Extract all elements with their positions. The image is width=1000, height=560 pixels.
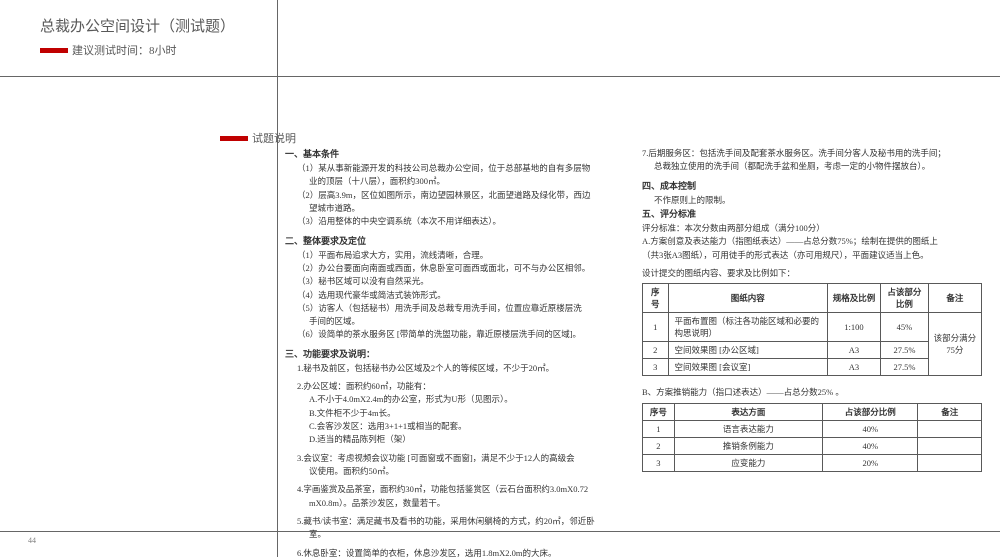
table-row: 1 语言表达能力 40%: [643, 420, 982, 437]
table-cell: 3: [643, 359, 669, 376]
text-line: （3）秘书区域可以没有自然采光。: [297, 275, 622, 287]
table-cell: 空间效果图 [会议室]: [668, 359, 827, 376]
table-cell: 27.5%: [881, 359, 929, 376]
table-cell: [918, 437, 982, 454]
subtitle-row: 建议测试时间：8小时: [40, 42, 1000, 58]
table-cell: 语言表达能力: [674, 420, 822, 437]
section-4-title: 四、成本控制: [642, 179, 982, 192]
text-line: 3.会议室：考虑视频会议功能 [可面窗或不面窗]，满足不少于12人的高级会: [297, 452, 622, 464]
section-label-text: 试题说明: [252, 130, 296, 146]
table-cell: 40%: [823, 420, 918, 437]
table-cell: [918, 420, 982, 437]
table-cell: 1: [643, 420, 675, 437]
table-header: 备注: [928, 284, 981, 313]
text-line: A.不小于4.0mX2.4m的办公室，形式为U形（见图示）。: [309, 393, 622, 405]
table-cell: 20%: [823, 454, 918, 471]
vertical-divider: [277, 0, 278, 557]
table-cell: [918, 454, 982, 471]
table-cell: 推销条例能力: [674, 437, 822, 454]
table-drawings: 序号 图纸内容 规格及比例 占该部分比例 备注 1 平面布置图（标注各功能区域和…: [642, 283, 982, 376]
table-cell: 2: [643, 437, 675, 454]
table-header: 序号: [643, 284, 669, 313]
text-line: （2）层高3.9m，区位如图所示，南边望园林景区，北面望道路及绿化带，西边: [297, 189, 622, 201]
section-2-title: 二、整体要求及定位: [285, 234, 622, 247]
table-cell: 3: [643, 454, 675, 471]
text-line: 7.后期服务区：包括洗手间及配套茶水服务区。洗手间分客人及秘书用的洗手间；: [642, 147, 982, 159]
text-line: （4）选用现代豪华或简洁式装饰形式。: [297, 289, 622, 301]
table-cell: 1: [643, 313, 669, 342]
text-line: 手间的区域。: [309, 315, 622, 327]
left-column: 一、基本条件 （1）某从事新能源开发的科技公司总裁办公空间，位于总部基地的自有多…: [285, 147, 622, 560]
text-line: （共3张A3图纸），可用徒手的形式表达（亦可用规尺），平面建议适当上色。: [642, 249, 982, 261]
text-line: （1）某从事新能源开发的科技公司总裁办公空间，位于总部基地的自有多层物: [297, 162, 622, 174]
table-row: 3 应变能力 20%: [643, 454, 982, 471]
table-cell: 2: [643, 342, 669, 359]
table-header: 占该部分比例: [823, 403, 918, 420]
text-line: 不作原则上的限制。: [654, 194, 982, 206]
header: 总裁办公空间设计（测试题） 建议测试时间：8小时: [0, 0, 1000, 68]
section-5-title: 五、评分标准: [642, 207, 982, 220]
page-title: 总裁办公空间设计（测试题）: [40, 15, 1000, 36]
section-label: 试题说明: [220, 130, 296, 146]
right-column: 7.后期服务区：包括洗手间及配套茶水服务区。洗手间分客人及秘书用的洗手间； 总裁…: [642, 147, 982, 560]
table-cell: A3: [827, 342, 880, 359]
text-line: C.会客沙发区：选用3+1+1或相当的配套。: [309, 420, 622, 432]
page-number: 44: [28, 536, 36, 545]
table-cell: 该部分满分75分: [928, 313, 981, 376]
table-row: 2 推销条例能力 40%: [643, 437, 982, 454]
table-cell: 空间效果图 [办公区域]: [668, 342, 827, 359]
text-line: A.方案创意及表达能力（指图纸表达）——占总分数75%；绘制在提供的图纸上: [642, 235, 982, 247]
section-1-title: 一、基本条件: [285, 147, 622, 160]
text-line: mX0.8m）。品茶沙发区，数量若干。: [309, 497, 622, 509]
table-row: 序号 图纸内容 规格及比例 占该部分比例 备注: [643, 284, 982, 313]
table-header: 序号: [643, 403, 675, 420]
table-cell: 45%: [881, 313, 929, 342]
text-line: （2）办公台要面向南面或西面，休息卧室可面西或面北，可不与办公区相邻。: [297, 262, 622, 274]
table-header: 备注: [918, 403, 982, 420]
text-line: B、方案推销能力（指口述表达）——占总分数25% 。: [642, 386, 982, 398]
table-header: 规格及比例: [827, 284, 880, 313]
text-line: B.文件柜不少于4m长。: [309, 407, 622, 419]
text-line: 业的顶层（十八层），面积约300㎡。: [309, 175, 622, 187]
text-line: 望城市道路。: [309, 202, 622, 214]
text-line: （1）平面布局追求大方，实用，流线清晰，合理。: [297, 249, 622, 261]
table-cell: 1:100: [827, 313, 880, 342]
table-header: 占该部分比例: [881, 284, 929, 313]
table-cell: A3: [827, 359, 880, 376]
text-line: 评分标准：本次分数由两部分组成（满分100分）: [642, 222, 982, 234]
table-cell: 40%: [823, 437, 918, 454]
content-area: 一、基本条件 （1）某从事新能源开发的科技公司总裁办公空间，位于总部基地的自有多…: [285, 147, 982, 560]
table-presentation: 序号 表达方面 占该部分比例 备注 1 语言表达能力 40% 2 推销条例能力 …: [642, 403, 982, 472]
text-line: 设计提交的图纸内容、要求及比例如下：: [642, 267, 982, 279]
table-row: 1 平面布置图（标注各功能区域和必要的构思说明） 1:100 45% 该部分满分…: [643, 313, 982, 342]
bottom-divider: [0, 531, 1000, 532]
text-line: 总裁独立使用的洗手间（都配洗手盆和坐厕，考虑一定的小物件摆放台）。: [654, 160, 982, 172]
table-cell: 27.5%: [881, 342, 929, 359]
table-header: 图纸内容: [668, 284, 827, 313]
text-line: （5）访客人（包括秘书）用洗手间及总裁专用洗手间，位置应靠近原楼层洗: [297, 302, 622, 314]
text-line: 5.藏书/读书室：满足藏书及看书的功能，采用休闲躺椅的方式，约20㎡，邻近卧: [297, 515, 622, 527]
text-line: （6）设简单的茶水服务区 [带简单的洗盥功能，靠近原楼层洗手间的区域]。: [297, 328, 622, 340]
subtitle: 建议测试时间：8小时: [72, 42, 177, 58]
text-line: D.适当的精品陈列柜（架）: [309, 433, 622, 445]
table-row: 序号 表达方面 占该部分比例 备注: [643, 403, 982, 420]
text-line: 2.办公区域：面积约60㎡，功能有：: [297, 380, 622, 392]
section-3-title: 三、功能要求及说明：: [285, 347, 622, 360]
text-line: （3）沿用整体的中央空调系统（本次不用详细表达）。: [297, 215, 622, 227]
table-cell: 平面布置图（标注各功能区域和必要的构思说明）: [668, 313, 827, 342]
accent-bar-icon: [40, 48, 68, 53]
text-line: 议使用。面积约50㎡。: [309, 465, 622, 477]
text-line: 4.字画鉴赏及品茶室，面积约30㎡，功能包括鉴赏区（云石台面积约3.0mX0.7…: [297, 483, 622, 495]
table-cell: 应变能力: [674, 454, 822, 471]
table-header: 表达方面: [674, 403, 822, 420]
accent-bar-icon: [220, 136, 248, 141]
text-line: 1.秘书及前区，包括秘书办公区域及2个人的等候区域，不少于20㎡。: [297, 362, 622, 374]
top-divider: [0, 76, 1000, 77]
